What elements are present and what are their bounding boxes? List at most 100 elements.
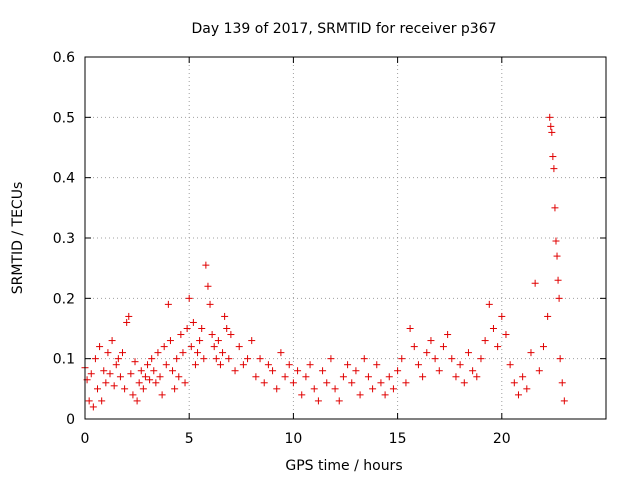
data-point (183, 325, 191, 332)
data-point (439, 343, 447, 351)
data-point (179, 349, 187, 357)
data-point (219, 349, 227, 357)
data-point (344, 361, 352, 369)
data-point (106, 370, 114, 378)
data-point (435, 367, 443, 375)
x-tick-label: 10 (284, 431, 302, 447)
data-point (248, 337, 256, 345)
data-point (335, 397, 343, 405)
data-point (560, 397, 568, 405)
data-point (394, 367, 402, 375)
data-point (431, 355, 439, 363)
data-point (339, 373, 347, 381)
data-point (175, 373, 183, 381)
data-point (102, 379, 110, 387)
data-point (162, 361, 170, 369)
data-point (385, 373, 393, 381)
data-point (464, 349, 472, 357)
data-point (498, 312, 506, 320)
data-point (427, 337, 435, 345)
data-point (289, 379, 297, 387)
data-point (144, 361, 152, 369)
data-point (231, 367, 239, 375)
data-point (202, 261, 210, 269)
data-point (252, 373, 260, 381)
data-point (506, 361, 514, 369)
data-point (225, 355, 233, 363)
x-tick-label: 15 (389, 431, 407, 447)
data-point (85, 397, 93, 405)
data-point (556, 355, 564, 363)
data-point (544, 312, 552, 320)
data-point (166, 337, 174, 345)
data-point (212, 355, 220, 363)
data-point (452, 373, 460, 381)
data-point (369, 385, 377, 393)
data-point (185, 294, 193, 302)
plot-frame (84, 56, 607, 420)
data-point (539, 343, 547, 351)
data-point (552, 237, 560, 245)
data-point (187, 343, 195, 351)
data-point (141, 373, 149, 381)
data-point (469, 367, 477, 375)
data-point (108, 337, 116, 345)
data-point (100, 367, 108, 375)
data-point (119, 349, 127, 357)
data-point (306, 361, 314, 369)
data-point (402, 379, 410, 387)
data-point (116, 373, 124, 381)
data-point (171, 385, 179, 393)
data-point (204, 282, 212, 290)
data-point (121, 385, 129, 393)
data-point (551, 204, 559, 212)
data-point (221, 312, 229, 320)
data-point (277, 349, 285, 357)
x-tick-label: 20 (493, 431, 511, 447)
data-point (527, 349, 535, 357)
data-point (269, 367, 277, 375)
x-axis-label: GPS time / hours (285, 458, 402, 474)
data-point (200, 355, 208, 363)
data-point (352, 367, 360, 375)
data-point (125, 312, 133, 320)
data-point (298, 391, 306, 399)
data-point (319, 367, 327, 375)
data-point (550, 165, 558, 173)
data-point (89, 403, 97, 411)
data-point (87, 370, 95, 378)
data-point (110, 382, 118, 390)
data-point (264, 361, 272, 369)
y-tick-label: 0.2 (53, 291, 75, 307)
data-point (281, 373, 289, 381)
data-point (256, 355, 264, 363)
data-point (294, 367, 302, 375)
data-point (548, 128, 556, 136)
data-point (123, 318, 131, 326)
data-point (356, 391, 364, 399)
data-point (150, 367, 158, 375)
data-point (160, 343, 168, 351)
data-point (553, 252, 561, 260)
data-point (456, 361, 464, 369)
data-point (555, 294, 563, 302)
data-point (223, 325, 231, 332)
data-points (81, 113, 568, 411)
data-point (302, 373, 310, 381)
data-point (146, 376, 154, 384)
data-point (406, 325, 414, 332)
y-tick-label: 0 (66, 412, 75, 428)
data-point (444, 331, 452, 339)
data-point (273, 385, 281, 393)
data-point (129, 391, 137, 399)
data-point (96, 343, 104, 351)
y-tick-label: 0.3 (53, 231, 75, 247)
data-point (558, 379, 566, 387)
data-point (235, 343, 243, 351)
data-point (331, 385, 339, 393)
data-point (206, 300, 214, 308)
data-point (164, 300, 172, 308)
data-point (239, 361, 247, 369)
data-point (244, 355, 252, 363)
chart-title: Day 139 of 2017, SRMTID for receiver p36… (191, 21, 496, 37)
